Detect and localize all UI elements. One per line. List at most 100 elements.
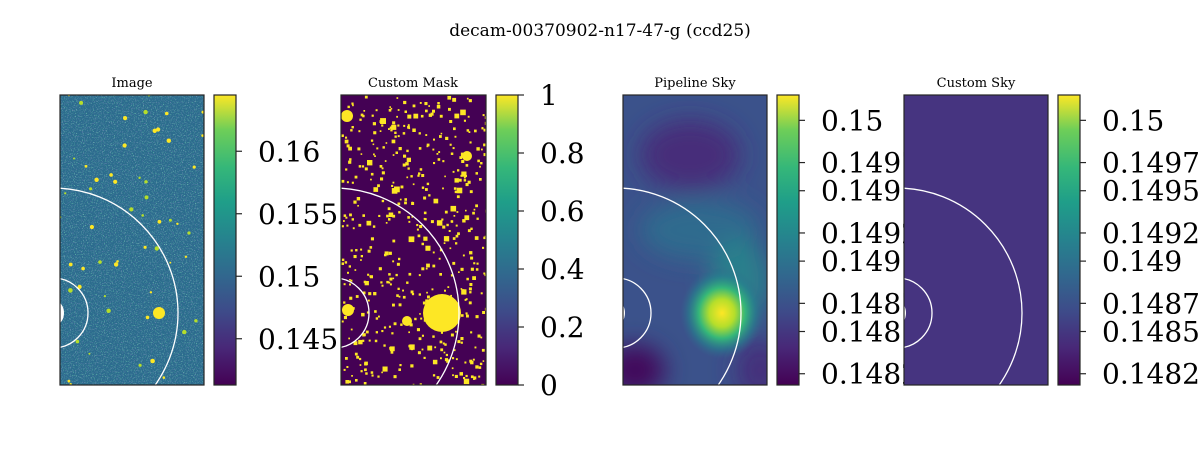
mask-speckle — [408, 220, 411, 223]
mask-speckle — [372, 143, 375, 146]
mask-inner-circle — [341, 278, 370, 348]
mask-speckle — [432, 264, 436, 268]
mask-speckle — [396, 97, 399, 99]
mask-speckle — [348, 337, 350, 340]
mask-speckle — [417, 234, 421, 238]
mask-speckle — [386, 280, 389, 284]
mask-speckle — [424, 102, 428, 106]
mask-speckle — [473, 208, 476, 211]
mask-speckle — [421, 334, 424, 337]
mask-speckle — [456, 211, 459, 213]
mask-speckle — [459, 156, 463, 159]
mask-source-mid — [402, 316, 412, 326]
mask-speckle — [482, 246, 485, 249]
mask-speckle — [387, 207, 391, 211]
mask-speckle — [467, 115, 470, 118]
image-star — [184, 255, 188, 258]
image-star — [201, 110, 204, 114]
mask-speckle — [437, 102, 440, 105]
image-star — [113, 262, 119, 267]
mask-speckle — [348, 380, 351, 384]
colorbar-tick-label: 0.155 — [258, 198, 338, 231]
mask-speckle — [457, 232, 460, 236]
mask-speckle — [382, 146, 385, 149]
mask-speckle — [381, 171, 385, 175]
image-stars — [60, 95, 204, 385]
image-star — [79, 100, 84, 105]
mask-speckle — [467, 180, 471, 184]
mask-speckle — [418, 132, 421, 135]
image-star — [164, 111, 169, 116]
pipeline-sky-frame — [622, 94, 768, 386]
mask-speckle — [481, 348, 485, 352]
mask-speckle — [362, 291, 366, 295]
mask-speckle — [432, 109, 435, 113]
image-bright-source — [153, 307, 165, 319]
mask-speckle — [450, 152, 454, 155]
mask-speckle — [458, 271, 460, 273]
image-star — [143, 109, 148, 115]
image-star — [68, 288, 73, 293]
mask-speckle — [359, 357, 362, 361]
mask-speckle — [351, 126, 354, 129]
mask-speckle — [425, 267, 428, 270]
mask-speckle — [384, 253, 387, 257]
mask-speckle — [349, 158, 352, 161]
mask-speckle — [442, 225, 446, 229]
mask-speckle — [396, 294, 399, 297]
mask-speckle — [461, 289, 467, 295]
mask-speckle — [363, 382, 367, 385]
mask-speckle — [370, 172, 374, 176]
mask-speckle — [358, 165, 362, 168]
mask-speckle — [398, 368, 401, 371]
mask-speckle — [344, 139, 349, 144]
mask-speckle — [430, 220, 434, 224]
mask-speckle — [373, 153, 375, 156]
mask-speckle — [390, 129, 393, 132]
mask-speckle — [358, 223, 362, 227]
mask-speckle — [438, 151, 441, 153]
mask-speckle — [346, 181, 349, 184]
pipeline-sky-outer-circle — [623, 187, 742, 385]
mask-speckle — [436, 376, 440, 379]
mask-speckle — [416, 224, 419, 227]
mask-speckle — [343, 283, 346, 286]
mask-speckle — [466, 277, 469, 281]
mask-speckle — [400, 185, 404, 189]
mask-speckle — [455, 242, 458, 245]
image-star — [129, 207, 134, 212]
colorbar-tick-label: 0.15 — [258, 260, 320, 293]
mask-speckle — [425, 299, 429, 303]
mask-speckle — [440, 357, 442, 360]
mask-speckle — [410, 364, 414, 368]
mask-speckle — [358, 130, 361, 133]
mask-speckle — [447, 95, 452, 100]
colorbar-tick-label: 0.1487 — [821, 287, 919, 320]
mask-speckle — [379, 120, 383, 123]
mask-speckle — [470, 375, 474, 379]
mask-speckle — [350, 328, 353, 331]
mask-speckle — [376, 147, 379, 150]
image-star — [150, 358, 155, 364]
mask-speckle — [360, 255, 363, 258]
mask-speckle — [465, 298, 468, 301]
mask-speckle — [341, 225, 344, 228]
mask-speckle — [406, 176, 409, 179]
mask-speckle — [389, 126, 392, 129]
mask-speckle — [365, 372, 368, 375]
mask-speckle — [460, 341, 463, 344]
image-colorbar — [213, 94, 237, 386]
mask-speckle — [388, 212, 394, 217]
mask-speckle — [389, 346, 395, 352]
mask-speckle — [460, 288, 463, 290]
mask-speckle — [391, 139, 396, 144]
mask-speckle — [426, 291, 428, 294]
mask-speckle — [460, 267, 464, 271]
mask-speckle — [437, 158, 441, 161]
image-star — [187, 231, 191, 235]
mask-speckle — [397, 135, 400, 138]
mask-speckle — [406, 281, 409, 284]
mask-speckle — [407, 125, 410, 129]
